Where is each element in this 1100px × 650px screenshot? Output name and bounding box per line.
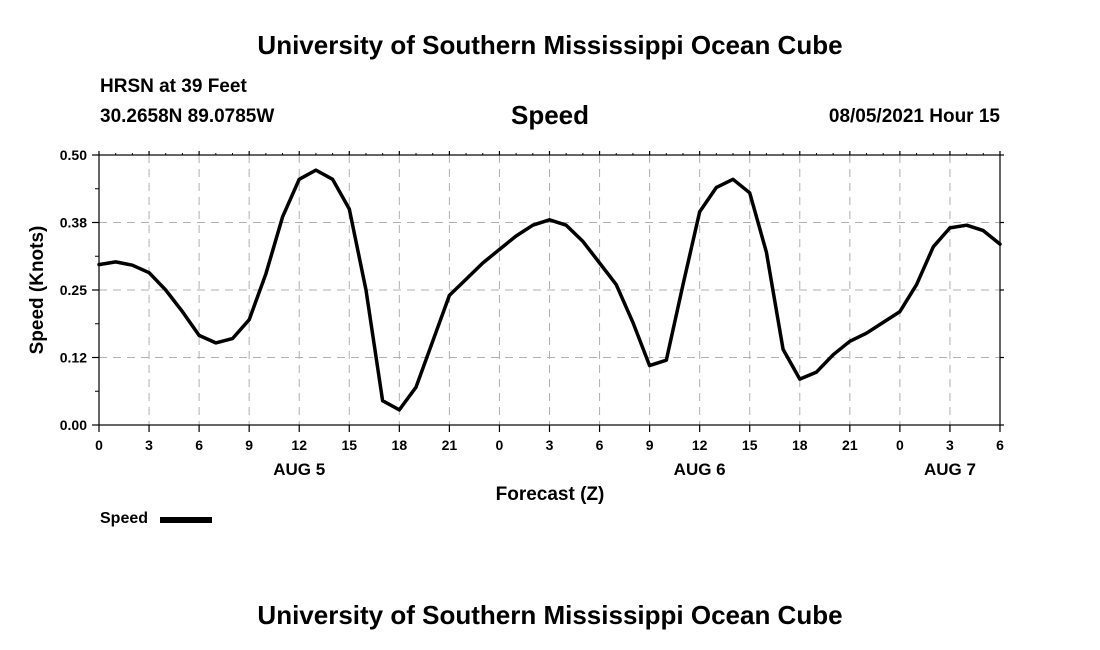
x-tick-label: 12: [692, 437, 708, 453]
station-label: HRSN at 39 Feet: [100, 76, 247, 97]
x-tick-label: 6: [596, 437, 604, 453]
axis-ticks: [92, 151, 1004, 432]
x-tick-label: 9: [646, 437, 654, 453]
plot-frame: [98, 154, 1001, 426]
x-axis-labels: 0 3 6 9 12 15 18 21 0 3 6 9 12 15 18 21 0 3 6: [95, 437, 1004, 453]
y-axis-labels: 0.00 0.12 0.25 0.38 0.50: [60, 147, 87, 433]
legend-swatch: [160, 517, 212, 523]
date-label: AUG 6: [674, 460, 726, 479]
x-tick-label: 0: [95, 437, 103, 453]
x-tick-label: 12: [291, 437, 307, 453]
x-tick-label: 0: [896, 437, 904, 453]
x-tick-label: 6: [195, 437, 203, 453]
footer-title: University of Southern Mississippi Ocean…: [257, 600, 843, 630]
coordinates-label: 30.2658N 89.0785W: [100, 106, 275, 127]
x-tick-label: 9: [245, 437, 253, 453]
x-tick-label: 21: [842, 437, 858, 453]
y-axis-title: Speed (Knots): [27, 226, 48, 355]
datetime-label: 08/05/2021 Hour 15: [828, 106, 1000, 127]
x-tick-label: 0: [496, 437, 504, 453]
chart-title: University of Southern Mississippi Ocean…: [257, 30, 843, 60]
y-tick-label: 0.00: [60, 417, 87, 433]
legend-label: Speed: [100, 510, 149, 527]
date-labels: AUG 5 AUG 6 AUG 7: [273, 460, 976, 479]
x-tick-label: 21: [442, 437, 458, 453]
y-tick-label: 0.50: [60, 147, 87, 163]
x-tick-label: 3: [946, 437, 954, 453]
x-tick-label: 15: [341, 437, 357, 453]
x-tick-label: 18: [392, 437, 408, 453]
x-tick-label: 3: [546, 437, 554, 453]
x-axis-title: Forecast (Z): [496, 484, 605, 505]
speed-series-line: [97, 168, 1002, 412]
y-tick-label: 0.12: [60, 350, 87, 366]
date-label: AUG 7: [924, 460, 976, 479]
y-tick-label: 0.25: [60, 282, 87, 298]
y-tick-label: 0.38: [60, 215, 87, 231]
x-tick-label: 3: [145, 437, 153, 453]
variable-title: Speed: [510, 100, 590, 130]
x-tick-label: 6: [996, 437, 1004, 453]
date-label: AUG 5: [273, 460, 325, 479]
x-tick-label: 18: [792, 437, 808, 453]
x-tick-label: 15: [742, 437, 758, 453]
grid-lines: [99, 155, 1000, 425]
